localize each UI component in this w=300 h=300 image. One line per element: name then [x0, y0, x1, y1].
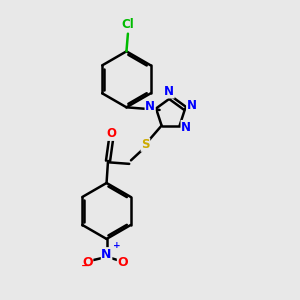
Text: O: O — [82, 256, 93, 269]
Text: S: S — [141, 138, 150, 151]
Text: N: N — [145, 100, 155, 113]
Text: N: N — [187, 99, 197, 112]
Text: N: N — [164, 85, 174, 98]
Text: O: O — [117, 256, 128, 269]
Text: N: N — [181, 121, 191, 134]
Text: +: + — [113, 241, 121, 250]
Text: N: N — [101, 248, 112, 261]
Text: −: − — [81, 260, 90, 270]
Text: Cl: Cl — [122, 18, 134, 32]
Text: O: O — [106, 127, 116, 140]
